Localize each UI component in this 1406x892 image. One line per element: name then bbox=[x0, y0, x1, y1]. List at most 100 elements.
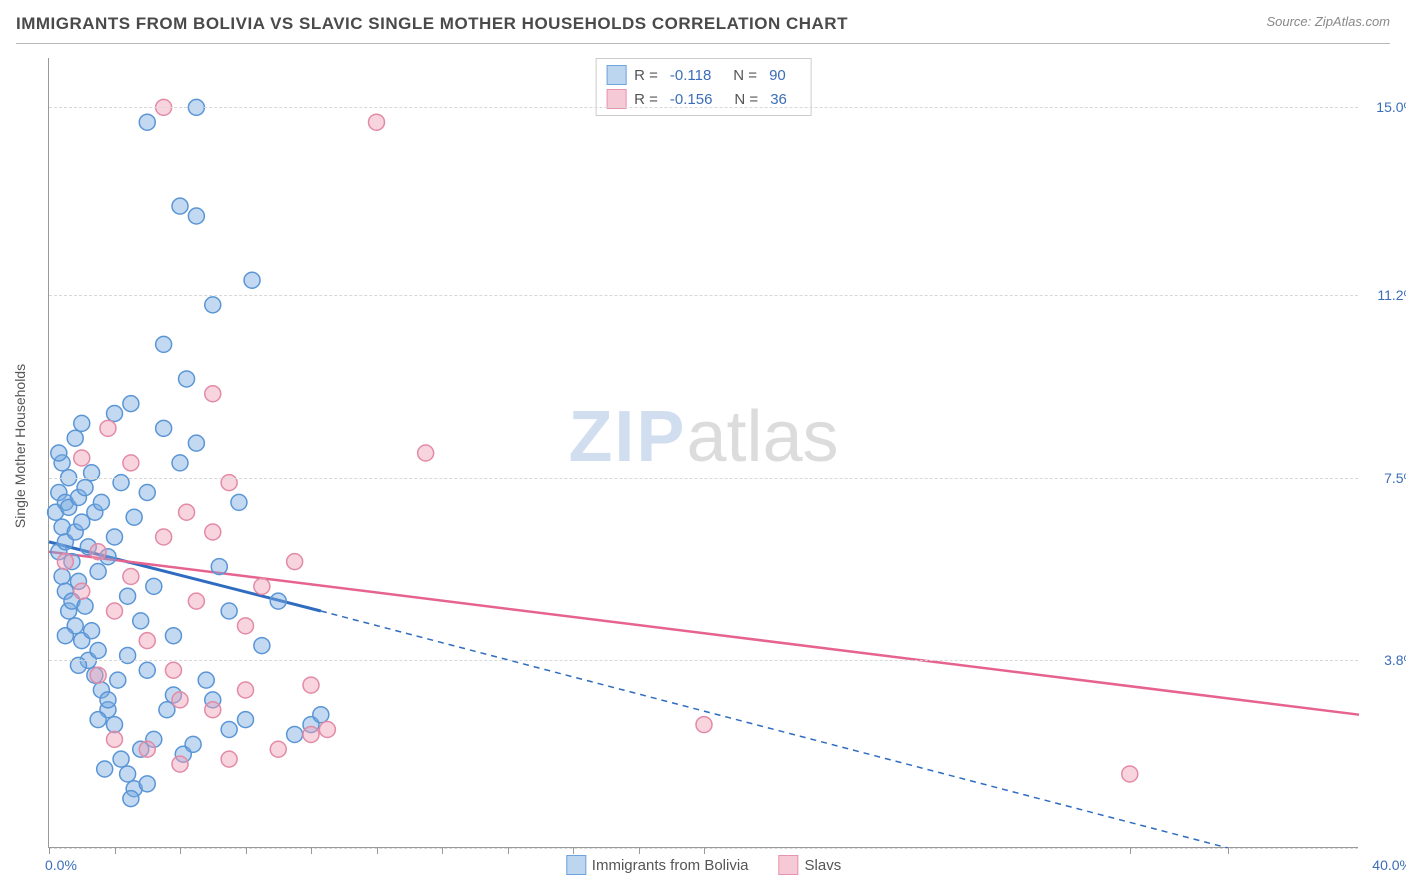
data-point bbox=[139, 741, 155, 757]
data-point bbox=[57, 554, 73, 570]
data-point bbox=[123, 568, 139, 584]
x-tick bbox=[246, 847, 247, 854]
data-point bbox=[238, 712, 254, 728]
y-tick-label: 3.8% bbox=[1366, 652, 1406, 668]
x-tick bbox=[1130, 847, 1131, 854]
legend-r-value-1: -0.118 bbox=[670, 67, 711, 84]
data-point bbox=[107, 603, 123, 619]
data-point bbox=[126, 509, 142, 525]
data-point bbox=[205, 386, 221, 402]
data-point bbox=[172, 692, 188, 708]
data-point bbox=[120, 588, 136, 604]
x-tick bbox=[180, 847, 181, 854]
legend-swatch-1 bbox=[606, 65, 626, 85]
data-point bbox=[221, 722, 237, 738]
legend-bottom-swatch-1 bbox=[566, 855, 586, 875]
data-point bbox=[57, 628, 73, 644]
legend-bottom-label-2: Slavs bbox=[805, 857, 842, 874]
data-point bbox=[90, 643, 106, 659]
data-point bbox=[139, 114, 155, 130]
data-point bbox=[188, 593, 204, 609]
series-legend: Immigrants from Bolivia Slavs bbox=[566, 855, 841, 875]
data-point bbox=[238, 682, 254, 698]
x-tick bbox=[49, 847, 50, 854]
data-point bbox=[198, 672, 214, 688]
chart-source: Source: ZipAtlas.com bbox=[1266, 14, 1390, 29]
data-point bbox=[1122, 766, 1138, 782]
legend-bottom-label-1: Immigrants from Bolivia bbox=[592, 857, 749, 874]
x-tick bbox=[704, 847, 705, 854]
data-point bbox=[90, 544, 106, 560]
y-tick-label: 11.2% bbox=[1366, 287, 1406, 303]
legend-row-series-1: R = -0.118 N = 90 bbox=[606, 63, 801, 87]
data-point bbox=[113, 751, 129, 767]
legend-r-label: R = bbox=[634, 67, 658, 84]
data-point bbox=[84, 623, 100, 639]
data-point bbox=[107, 406, 123, 422]
legend-item-2: Slavs bbox=[779, 855, 842, 875]
data-point bbox=[254, 638, 270, 654]
y-tick-label: 15.0% bbox=[1366, 99, 1406, 115]
data-point bbox=[270, 593, 286, 609]
y-axis-label: Single Mother Households bbox=[12, 364, 28, 528]
data-point bbox=[90, 564, 106, 580]
data-point bbox=[77, 480, 93, 496]
data-point bbox=[254, 578, 270, 594]
x-tick bbox=[377, 847, 378, 854]
data-point bbox=[172, 198, 188, 214]
x-tick bbox=[442, 847, 443, 854]
data-point bbox=[418, 445, 434, 461]
data-point bbox=[139, 776, 155, 792]
legend-item-1: Immigrants from Bolivia bbox=[566, 855, 749, 875]
x-tick-label: 40.0% bbox=[1372, 857, 1406, 873]
data-point bbox=[156, 420, 172, 436]
data-point bbox=[67, 430, 83, 446]
data-point bbox=[133, 613, 149, 629]
data-point bbox=[303, 677, 319, 693]
gridline bbox=[49, 107, 1358, 108]
data-point bbox=[696, 717, 712, 733]
data-point bbox=[185, 736, 201, 752]
data-point bbox=[156, 336, 172, 352]
legend-r-label: R = bbox=[634, 91, 658, 108]
data-point bbox=[74, 450, 90, 466]
data-point bbox=[205, 702, 221, 718]
data-point bbox=[287, 554, 303, 570]
data-point bbox=[100, 420, 116, 436]
legend-swatch-2 bbox=[606, 89, 626, 109]
data-point bbox=[287, 726, 303, 742]
data-point bbox=[107, 717, 123, 733]
data-point bbox=[107, 731, 123, 747]
chart-plot-area: ZIPatlas R = -0.118 N = 90 R = -0.156 N … bbox=[48, 58, 1358, 848]
data-point bbox=[172, 756, 188, 772]
gridline bbox=[49, 660, 1358, 661]
x-tick bbox=[639, 847, 640, 854]
chart-header: IMMIGRANTS FROM BOLIVIA VS SLAVIC SINGLE… bbox=[16, 14, 1390, 44]
x-tick bbox=[115, 847, 116, 854]
data-point bbox=[188, 208, 204, 224]
gridline bbox=[49, 478, 1358, 479]
legend-r-value-2: -0.156 bbox=[670, 91, 713, 108]
x-tick bbox=[508, 847, 509, 854]
legend-n-label: N = bbox=[733, 67, 757, 84]
legend-n-value-1: 90 bbox=[769, 67, 786, 84]
data-point bbox=[205, 297, 221, 313]
data-point bbox=[238, 618, 254, 634]
data-point bbox=[179, 371, 195, 387]
trend-line-extension bbox=[321, 611, 1228, 848]
data-point bbox=[369, 114, 385, 130]
data-point bbox=[139, 633, 155, 649]
data-point bbox=[221, 603, 237, 619]
data-point bbox=[231, 494, 247, 510]
data-point bbox=[97, 761, 113, 777]
data-point bbox=[165, 662, 181, 678]
data-point bbox=[303, 726, 319, 742]
data-point bbox=[90, 667, 106, 683]
data-point bbox=[139, 662, 155, 678]
data-point bbox=[100, 692, 116, 708]
data-point bbox=[211, 559, 227, 575]
legend-bottom-swatch-2 bbox=[779, 855, 799, 875]
data-point bbox=[313, 707, 329, 723]
x-tick bbox=[1228, 847, 1229, 854]
data-point bbox=[74, 583, 90, 599]
